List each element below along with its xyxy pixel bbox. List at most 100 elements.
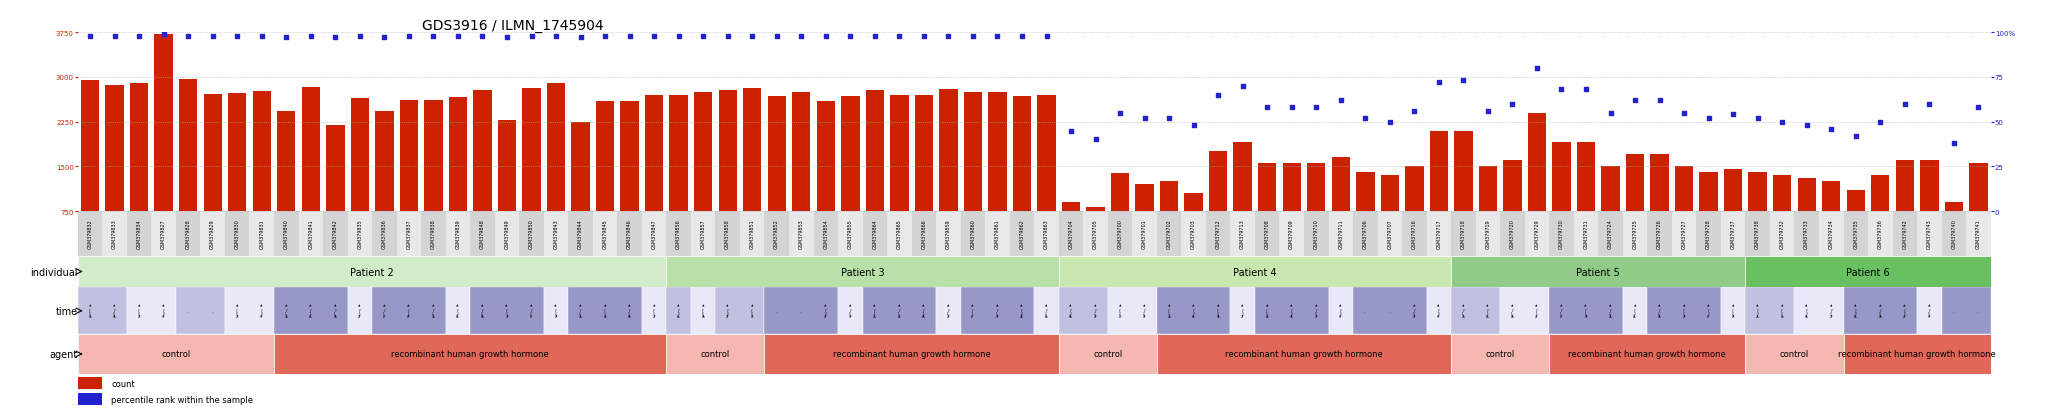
Point (393, 33, 426, 40)
Bar (1182, 211, 1206, 256)
Text: da
y
1,
8A: da y 1, 8A (1511, 304, 1513, 318)
Bar (78, 393, 102, 405)
Bar (104, 85, 123, 211)
Text: da
y
0,
2P: da y 0, 2P (725, 304, 729, 318)
Bar (78, 287, 127, 335)
Point (1937, 140, 1970, 147)
Point (1227, 83, 1260, 90)
Point (735, 33, 768, 40)
Text: control: control (700, 349, 729, 358)
Bar (1356, 173, 1374, 211)
Text: da
y
1,
8P: da y 1, 8P (1585, 304, 1587, 318)
Text: GSM379733: GSM379733 (1804, 219, 1808, 249)
Bar (911, 211, 936, 256)
Bar (915, 95, 934, 211)
Text: individual: individual (31, 267, 78, 277)
Bar (989, 93, 1008, 211)
Bar (547, 83, 565, 211)
Bar (670, 95, 688, 211)
Bar (1305, 211, 1329, 256)
Text: GSM379731: GSM379731 (1583, 219, 1589, 249)
Bar (78, 256, 666, 287)
Text: GSM379737: GSM379737 (1731, 219, 1735, 249)
Text: GSM379846: GSM379846 (627, 219, 633, 249)
Bar (80, 81, 98, 211)
Bar (1452, 211, 1477, 256)
Text: GDS3916 / ILMN_1745904: GDS3916 / ILMN_1745904 (422, 19, 604, 33)
Text: GSM379837: GSM379837 (406, 219, 412, 249)
Bar (1157, 287, 1231, 335)
Bar (1231, 211, 1255, 256)
Point (1030, 33, 1063, 40)
Bar (1331, 158, 1350, 211)
Text: Patient 4: Patient 4 (1233, 267, 1276, 277)
Text: da
y
2,
8A: da y 2, 8A (1657, 304, 1661, 318)
Bar (1872, 176, 1890, 211)
Text: ...: ... (186, 309, 190, 313)
Text: recombinant human growth hormone: recombinant human growth hormone (834, 349, 991, 358)
Bar (471, 211, 496, 256)
Bar (1647, 211, 1671, 256)
Bar (764, 287, 838, 335)
Text: da
y
1,
2A: da y 1, 2A (285, 304, 289, 318)
Text: Patient 6: Patient 6 (1845, 267, 1890, 277)
Point (418, 33, 451, 40)
Bar (375, 112, 393, 211)
Bar (1085, 207, 1104, 211)
Text: GSM379703: GSM379703 (1192, 219, 1196, 249)
Text: da
y
1,
8P: da y 1, 8P (995, 304, 999, 318)
Text: control: control (162, 349, 190, 358)
Point (1962, 105, 1995, 112)
Text: GSM379843: GSM379843 (553, 219, 559, 249)
Point (662, 33, 694, 40)
Bar (1896, 161, 1915, 211)
Text: da
y
0,
2P: da y 0, 2P (1413, 304, 1415, 318)
Bar (424, 100, 442, 211)
Point (981, 33, 1014, 40)
Bar (274, 211, 299, 256)
Bar (299, 211, 324, 256)
Text: GSM379849: GSM379849 (504, 219, 510, 249)
Bar (520, 211, 545, 256)
Bar (1231, 287, 1255, 335)
Point (147, 31, 180, 38)
Text: ...: ... (776, 309, 778, 313)
Text: da
y
0,
6P: da y 0, 6P (848, 304, 852, 318)
Text: GSM379851: GSM379851 (750, 219, 756, 249)
Text: da
y
3,
2P: da y 3, 2P (1829, 304, 1833, 318)
Bar (446, 211, 471, 256)
Point (1913, 101, 1946, 108)
Text: da
y
0,
2P: da y 0, 2P (1315, 304, 1319, 318)
Bar (768, 97, 786, 211)
Bar (641, 287, 666, 335)
Text: agent: agent (49, 349, 78, 359)
Text: ...: ... (211, 309, 213, 313)
Text: recombinant human growth hormone: recombinant human growth hormone (1225, 349, 1382, 358)
Text: GSM379865: GSM379865 (897, 219, 901, 249)
Text: da
y
0,
5A: da y 0, 5A (88, 304, 92, 318)
Point (932, 33, 965, 40)
Text: GSM379857: GSM379857 (700, 219, 707, 249)
Bar (78, 335, 274, 374)
Text: da
y
0,
8A: da y 0, 8A (1290, 304, 1294, 318)
Bar (178, 80, 197, 211)
Text: ...: ... (1364, 309, 1366, 313)
Text: GSM379726: GSM379726 (1657, 219, 1663, 249)
Text: da
y
1,
5A: da y 1, 5A (309, 304, 313, 318)
Text: da
y
3,
5A: da y 3, 5A (604, 304, 606, 318)
Bar (1892, 211, 1917, 256)
Text: GSM379734: GSM379734 (1829, 219, 1833, 249)
Text: control: control (1485, 349, 1516, 358)
Bar (567, 287, 641, 335)
Bar (176, 211, 201, 256)
Text: GSM379854: GSM379854 (823, 219, 827, 249)
Text: da
y
3,
2P: da y 3, 2P (1241, 304, 1245, 318)
Bar (739, 211, 764, 256)
Text: da
y
2,
2P: da y 2, 2P (1094, 304, 1098, 318)
Bar (1307, 164, 1325, 211)
Bar (1548, 335, 1745, 374)
Bar (887, 211, 911, 256)
Bar (842, 97, 860, 211)
Bar (1700, 173, 1718, 211)
Text: GSM379830: GSM379830 (236, 219, 240, 249)
